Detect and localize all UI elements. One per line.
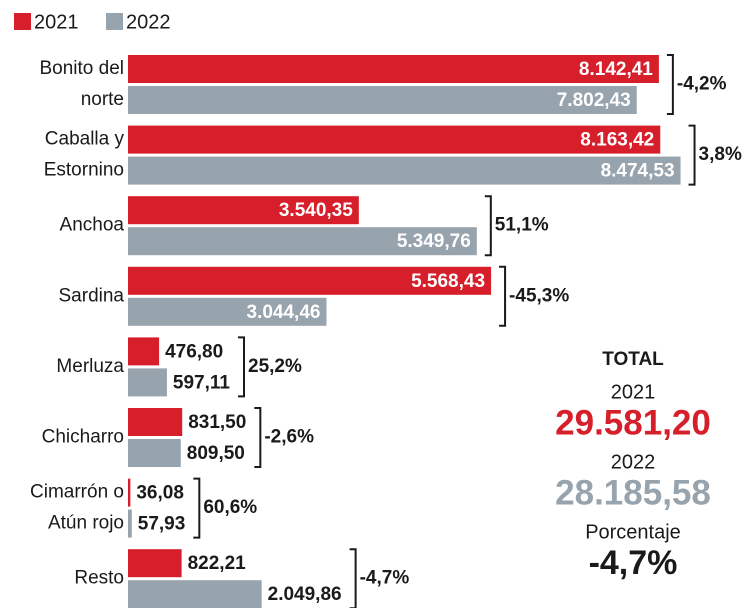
- category-label: Estornino: [44, 160, 124, 181]
- bracket: [349, 548, 357, 608]
- value-label: 822,21: [188, 553, 247, 574]
- bar: [128, 337, 160, 366]
- totals-change: -4,7%: [589, 544, 678, 582]
- legend-label: 2021: [34, 11, 79, 33]
- bar: [128, 549, 182, 578]
- value-label: 7.802,43: [557, 90, 631, 111]
- value-label: 831,50: [188, 412, 246, 433]
- change-label: 3,8%: [699, 144, 742, 165]
- bar: [128, 55, 659, 83]
- bar: [128, 478, 131, 507]
- bar: [128, 408, 183, 436]
- bar: [128, 156, 681, 185]
- bracket: [484, 195, 492, 257]
- change-label: 60,6%: [203, 497, 257, 518]
- category-label: Sardina: [59, 285, 125, 306]
- category-label: Caballa y: [45, 129, 125, 150]
- value-label: 8.474,53: [601, 161, 675, 182]
- category-label: Merluza: [56, 356, 124, 377]
- bracket: [193, 477, 201, 539]
- totals-year: 2022: [611, 451, 656, 473]
- bar: [128, 297, 327, 326]
- category-label: Chicharro: [42, 427, 124, 448]
- totals-value: 28.185,58: [555, 473, 711, 512]
- bar: [128, 509, 132, 538]
- legend-swatch: [106, 13, 123, 30]
- category-label: Bonito del: [39, 58, 124, 79]
- change-label: -45,3%: [509, 285, 569, 306]
- bracket: [254, 407, 262, 468]
- bracket: [688, 124, 696, 186]
- bracket: [238, 336, 246, 398]
- bracket: [666, 54, 674, 115]
- value-label: 8.163,42: [580, 130, 654, 151]
- value-label: 57,93: [138, 514, 186, 535]
- totals-change-label: Porcentaje: [585, 521, 681, 543]
- category-label: Atún rojo: [48, 513, 124, 534]
- value-label: 3.540,35: [279, 200, 353, 221]
- bar: [128, 125, 661, 154]
- change-label: 25,2%: [248, 356, 302, 377]
- bar: [128, 368, 167, 397]
- bar: [128, 227, 477, 256]
- change-label: -4,7%: [360, 568, 410, 589]
- legend-label: 2022: [126, 11, 171, 33]
- value-label: 809,50: [187, 443, 245, 464]
- category-label: Anchoa: [60, 215, 125, 236]
- category-label: Cimarrón o: [30, 482, 124, 503]
- bar: [128, 86, 637, 114]
- value-label: 5.349,76: [397, 231, 471, 252]
- totals: TOTAL 2021 29.581,20 2022 28.185,58 Porc…: [555, 349, 711, 582]
- value-label: 36,08: [136, 483, 184, 504]
- value-label: 2.049,86: [268, 584, 342, 605]
- value-label: 8.142,41: [579, 59, 653, 80]
- bar: [128, 580, 262, 608]
- change-label: -4,2%: [677, 74, 727, 95]
- totals-value: 29.581,20: [555, 403, 711, 442]
- change-label: -2,6%: [264, 427, 314, 448]
- bar: [128, 439, 181, 467]
- value-label: 3.044,46: [247, 302, 321, 323]
- legend-swatch: [14, 13, 31, 30]
- bar: [128, 196, 359, 225]
- category-label: Resto: [74, 568, 124, 589]
- category-label: norte: [81, 89, 124, 110]
- value-label: 597,11: [173, 372, 230, 393]
- totals-year: 2021: [611, 381, 656, 403]
- bracket: [499, 265, 507, 327]
- bar: [128, 266, 492, 295]
- totals-title: TOTAL: [602, 349, 664, 370]
- value-label: 5.568,43: [411, 271, 485, 292]
- change-label: 51,1%: [495, 215, 549, 236]
- value-label: 476,80: [165, 341, 223, 362]
